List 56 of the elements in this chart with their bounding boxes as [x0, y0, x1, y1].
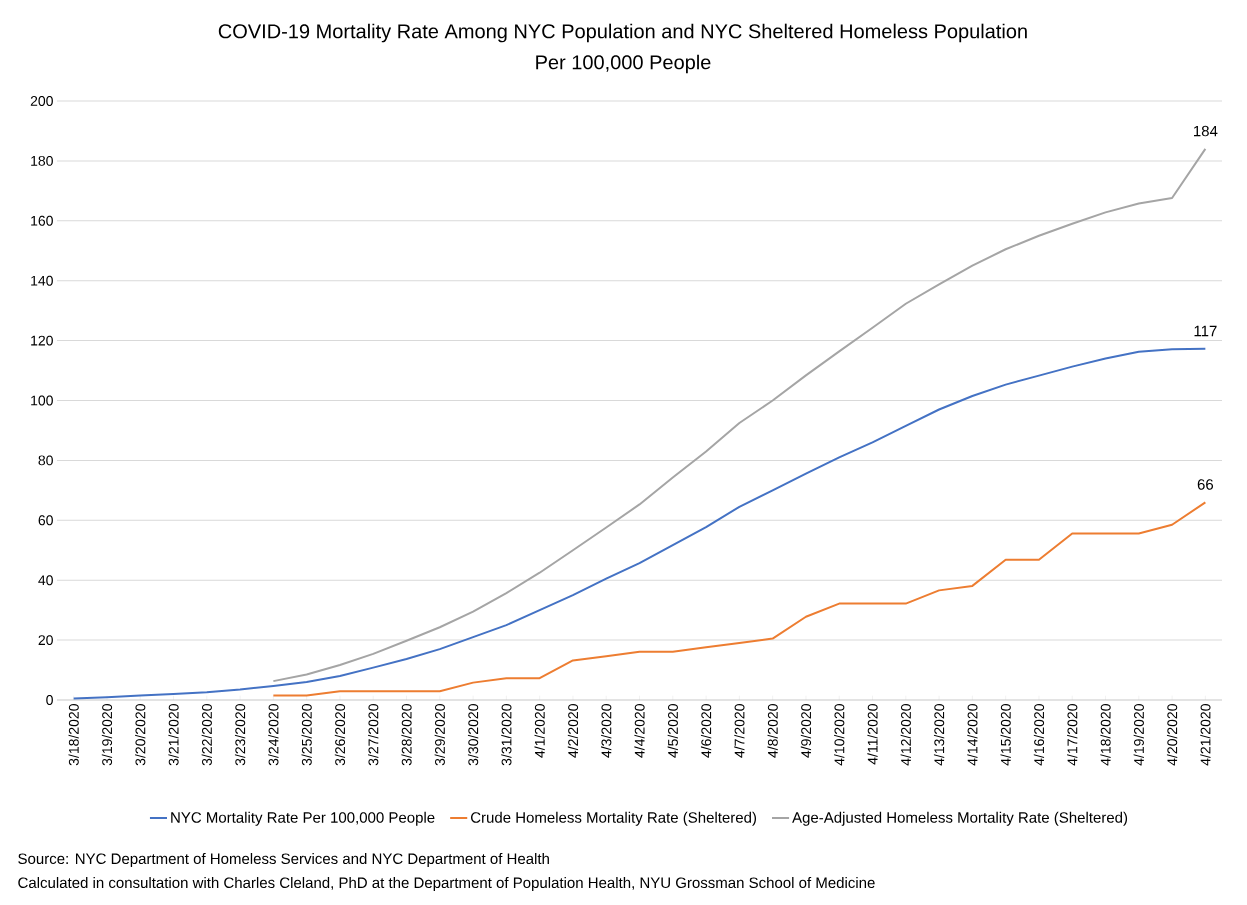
legend-label: Age-Adjusted Homeless Mortality Rate (Sheltered)	[792, 811, 1128, 826]
x-tick-label: 3/18/2020	[68, 704, 79, 766]
x-tick-label: 3/28/2020	[401, 704, 412, 766]
y-tick-label: 80	[38, 455, 53, 466]
x-tick-label: 4/1/2020	[534, 704, 545, 758]
y-tick-label: 60	[38, 515, 53, 526]
annotation: 117	[1194, 325, 1217, 337]
x-tick-label: 4/9/2020	[800, 704, 812, 758]
x-tick-label: 4/20/2020	[1166, 704, 1178, 766]
y-tick-label: 100	[31, 395, 53, 406]
x-tick-label: 4/19/2020	[1133, 704, 1144, 766]
x-tick-label: 4/10/2020	[834, 704, 845, 766]
x-tick-label: 3/30/2020	[467, 704, 479, 766]
x-tick-label: 4/5/2020	[667, 704, 678, 758]
x-tick-label: 3/23/2020	[234, 704, 246, 766]
x-tick-label: 3/26/2020	[334, 704, 346, 766]
y-tick-label: 160	[31, 215, 53, 226]
y-tick-label: 0	[46, 695, 53, 705]
x-tick-label: 4/17/2020	[1067, 704, 1078, 766]
x-tick-label: 4/2/2020	[567, 704, 579, 758]
x-tick-label: 3/19/2020	[101, 704, 113, 766]
x-tick-label: 4/21/2020	[1200, 704, 1211, 766]
y-tick-label: 200	[30, 96, 53, 106]
x-tick-label: 4/3/2020	[601, 704, 612, 758]
legend-label: NYC Mortality Rate Per 100,000 People	[171, 811, 435, 826]
text: Calculated in consultation with Charles Cleland, PhD at the Department of Population Health, NYU Grossman School of Medicine	[18, 877, 875, 891]
x-tick-label: 3/21/2020	[168, 704, 179, 766]
source-note: Source: NYC Department of Homeless Services and NYC Department of Health	[18, 853, 549, 867]
chart-title: COVID-19 Mortality Rate Among NYC Population and NYC Sheltered Homeless Population	[218, 23, 1027, 43]
x-tick-label: 4/11/2020	[867, 704, 878, 765]
y-tick-label: 40	[38, 575, 53, 586]
x-tick-label: 4/12/2020	[900, 704, 911, 766]
x-tick-label: 4/7/2020	[734, 704, 745, 758]
x-tick-label: 3/25/2020	[301, 704, 312, 766]
y-tick-label: 140	[31, 275, 53, 286]
x-tick-label: 4/14/2020	[967, 704, 978, 766]
x-tick-label: 4/6/2020	[700, 704, 712, 758]
x-tick-label: 3/27/2020	[368, 704, 379, 766]
x-tick-label: 4/18/2020	[1100, 704, 1111, 766]
x-tick-label: 4/8/2020	[767, 704, 778, 758]
x-tick-label: 3/24/2020	[268, 704, 279, 766]
x-tick-label: 3/20/2020	[135, 704, 146, 766]
x-tick-label: 4/4/2020	[634, 704, 645, 758]
x-tick-label: 3/31/2020	[501, 704, 512, 766]
x-tick-label: 3/22/2020	[201, 704, 212, 766]
y-tick-label: 120	[31, 335, 53, 346]
annotation: 184	[1194, 125, 1218, 137]
x-tick-label: 3/29/2020	[434, 704, 445, 766]
chart-subtitle: Per 100,000 People	[536, 54, 711, 74]
x-tick-label: 4/15/2020	[1000, 704, 1011, 766]
legend-label: Crude Homeless Mortality Rate (Sheltered)	[471, 811, 757, 826]
y-tick-label: 180	[31, 155, 53, 166]
annotation: 66	[1197, 479, 1214, 490]
x-tick-label: 4/16/2020	[1033, 704, 1045, 766]
y-tick-label: 20	[38, 635, 53, 646]
x-tick-label: 4/13/2020	[933, 704, 945, 766]
